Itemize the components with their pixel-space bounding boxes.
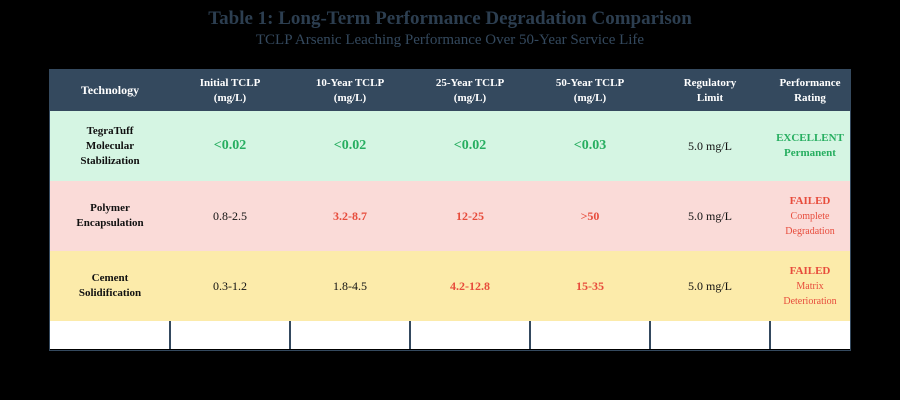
rating-status: EXCELLENT — [776, 132, 844, 144]
regulatory-limit-cell: 5.0 mg/L — [650, 111, 770, 181]
header-performance-rating: Performance Rating — [770, 70, 850, 111]
empty-cell — [770, 321, 850, 349]
empty-cell — [650, 321, 771, 349]
50-year-tclp-cell: 15-35 — [530, 251, 650, 321]
initial-tclp-cell: <0.02 — [170, 111, 290, 181]
rating-detail: Complete — [790, 210, 830, 222]
header-25-year-tclp: 25-Year TCLP (mg/L) — [410, 70, 530, 111]
10-year-tclp-cell: 1.8-4.5 — [290, 251, 410, 321]
empty-row — [50, 321, 850, 349]
table-subtitle: TCLP Arsenic Leaching Performance Over 5… — [255, 32, 645, 48]
50-year-tclp-cell: >50 — [530, 181, 650, 251]
10-year-tclp-cell: <0.02 — [290, 111, 410, 181]
header-10-year-tclp: 10-Year TCLP (mg/L) — [290, 70, 410, 111]
technology-cell: Cement Solidification — [50, 251, 170, 321]
technology-cell: Polymer Encapsulation — [50, 181, 170, 251]
initial-tclp-cell: 0.3-1.2 — [170, 251, 290, 321]
technology-cell: TegraTuff Molecular Stabilization — [50, 111, 170, 181]
table-row: Polymer Encapsulation 0.8-2.5 3.2-8.7 12… — [50, 181, 850, 251]
rating-status: FAILED — [789, 194, 831, 207]
regulatory-limit-cell: 5.0 mg/L — [650, 251, 770, 321]
50-year-tclp-cell: <0.03 — [530, 111, 650, 181]
performance-rating-cell: FAILED Complete Degradation — [770, 181, 850, 251]
header-technology: Technology — [50, 70, 170, 111]
rating-detail: Deterioration — [783, 295, 837, 307]
empty-cell — [410, 321, 531, 349]
table-row: TegraTuff Molecular Stabilization <0.02 … — [50, 111, 850, 181]
10-year-tclp-cell: 3.2-8.7 — [290, 181, 410, 251]
header-row: Technology Initial TCLP (mg/L) 10-Year T… — [50, 70, 850, 111]
comparison-table: Technology Initial TCLP (mg/L) 10-Year T… — [49, 69, 851, 351]
performance-rating-cell: EXCELLENT Permanent — [770, 111, 850, 181]
header-initial-tclp: Initial TCLP (mg/L) — [170, 70, 290, 111]
header-50-year-tclp: 50-Year TCLP (mg/L) — [530, 70, 650, 111]
25-year-tclp-cell: 12-25 — [410, 181, 530, 251]
empty-cell — [170, 321, 291, 349]
empty-cell — [50, 321, 171, 349]
empty-cell — [530, 321, 651, 349]
rating-detail: Degradation — [785, 225, 835, 237]
empty-cell — [290, 321, 411, 349]
rating-detail: Permanent — [784, 147, 836, 159]
table-row: Cement Solidification 0.3-1.2 1.8-4.5 4.… — [50, 251, 850, 321]
header-regulatory-limit: Regulatory Limit — [650, 70, 770, 111]
regulatory-limit-cell: 5.0 mg/L — [650, 181, 770, 251]
25-year-tclp-cell: <0.02 — [410, 111, 530, 181]
performance-rating-cell: FAILED Matrix Deterioration — [770, 251, 850, 321]
initial-tclp-cell: 0.8-2.5 — [170, 181, 290, 251]
rating-detail: Matrix — [796, 280, 824, 292]
rating-status: FAILED — [789, 264, 831, 277]
25-year-tclp-cell: 4.2-12.8 — [410, 251, 530, 321]
table-title: Table 1: Long-Term Performance Degradati… — [208, 8, 692, 29]
